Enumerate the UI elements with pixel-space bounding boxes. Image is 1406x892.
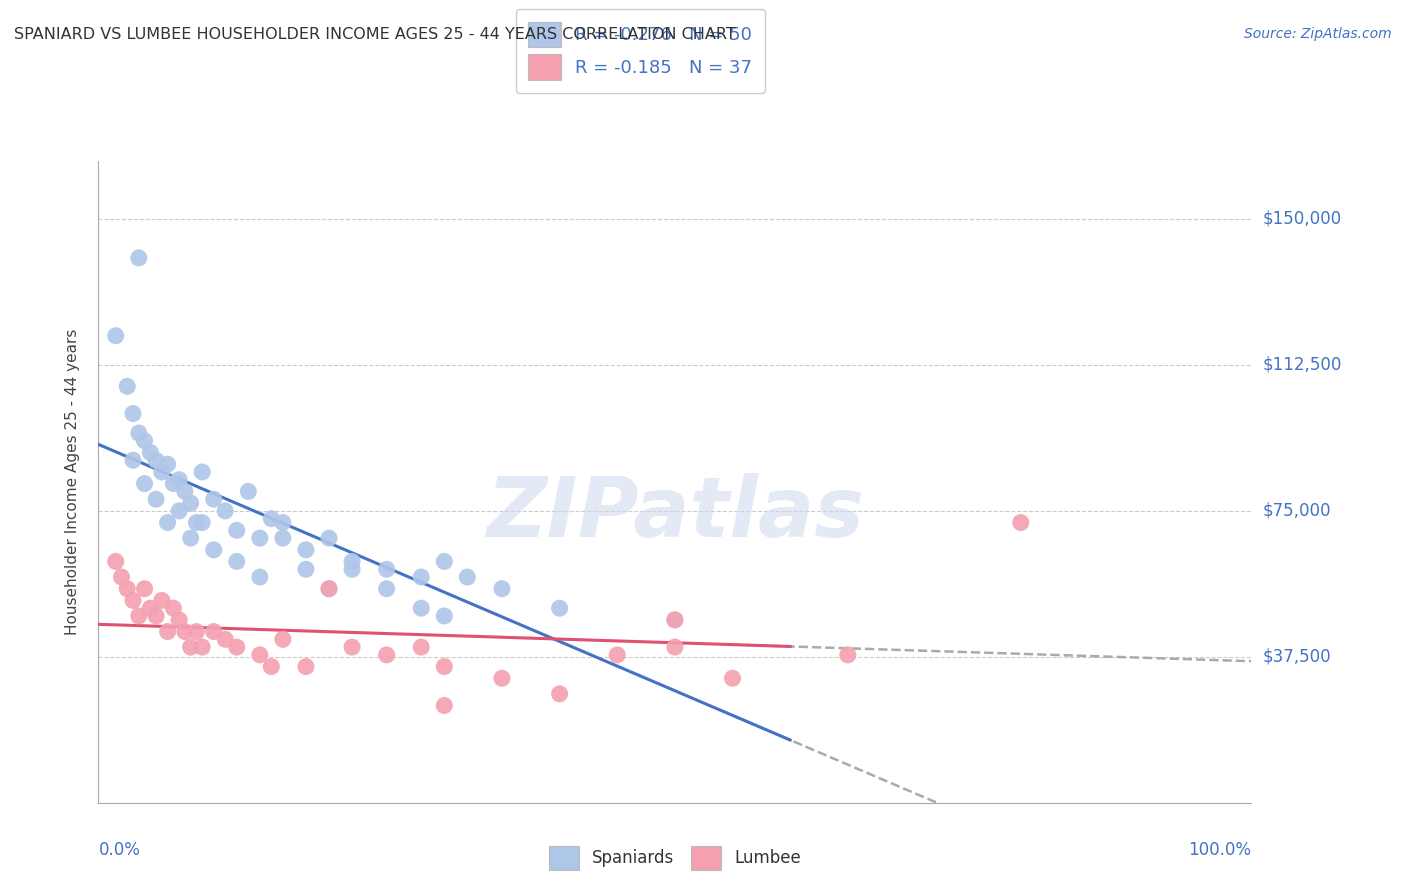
Point	[340, 562, 363, 576]
Point	[214, 504, 236, 518]
Point	[180, 640, 202, 654]
Point	[433, 659, 456, 673]
Point	[249, 531, 271, 545]
Point	[122, 593, 145, 607]
Legend: Spaniards, Lumbee: Spaniards, Lumbee	[540, 838, 810, 878]
Point	[174, 484, 197, 499]
Point	[606, 648, 628, 662]
Point	[664, 613, 686, 627]
Point	[548, 601, 571, 615]
Point	[411, 601, 433, 615]
Point	[225, 554, 247, 568]
Point	[214, 632, 236, 647]
Point	[156, 516, 179, 530]
Text: $112,500: $112,500	[1263, 356, 1341, 374]
Point	[837, 648, 859, 662]
Point	[145, 492, 167, 507]
Point	[456, 570, 478, 584]
Point	[156, 457, 179, 471]
Text: 100.0%: 100.0%	[1188, 841, 1251, 859]
Point	[225, 524, 247, 538]
Point	[318, 582, 340, 596]
Point	[162, 476, 184, 491]
Point	[318, 531, 340, 545]
Point	[156, 624, 179, 639]
Point	[150, 465, 173, 479]
Point	[186, 516, 208, 530]
Point	[122, 407, 145, 421]
Point	[295, 542, 318, 557]
Point	[202, 492, 225, 507]
Point	[134, 476, 156, 491]
Point	[117, 379, 139, 393]
Text: Source: ZipAtlas.com: Source: ZipAtlas.com	[1244, 27, 1392, 41]
Point	[139, 601, 162, 615]
Point	[167, 613, 190, 627]
Point	[664, 640, 686, 654]
Point	[162, 601, 184, 615]
Point	[104, 554, 127, 568]
Point	[340, 554, 363, 568]
Point	[548, 687, 571, 701]
Point	[167, 504, 190, 518]
Point	[225, 640, 247, 654]
Point	[375, 562, 398, 576]
Text: $75,000: $75,000	[1263, 502, 1331, 520]
Point	[491, 671, 513, 685]
Point	[375, 648, 398, 662]
Point	[139, 445, 162, 459]
Text: $150,000: $150,000	[1263, 210, 1341, 228]
Point	[271, 531, 294, 545]
Point	[260, 511, 283, 525]
Point	[295, 659, 318, 673]
Point	[167, 473, 190, 487]
Point	[1010, 516, 1032, 530]
Point	[122, 453, 145, 467]
Text: $37,500: $37,500	[1263, 648, 1331, 665]
Point	[411, 570, 433, 584]
Point	[271, 516, 294, 530]
Point	[191, 516, 214, 530]
Point	[433, 698, 456, 713]
Point	[150, 593, 173, 607]
Text: ZIPatlas: ZIPatlas	[486, 474, 863, 554]
Point	[134, 434, 156, 448]
Point	[117, 582, 139, 596]
Point	[128, 251, 150, 265]
Point	[128, 609, 150, 624]
Point	[110, 570, 132, 584]
Point	[104, 328, 127, 343]
Point	[145, 609, 167, 624]
Point	[191, 465, 214, 479]
Point	[271, 632, 294, 647]
Point	[202, 542, 225, 557]
Point	[721, 671, 744, 685]
Point	[145, 453, 167, 467]
Point	[318, 582, 340, 596]
Point	[295, 562, 318, 576]
Point	[191, 640, 214, 654]
Point	[340, 640, 363, 654]
Text: SPANIARD VS LUMBEE HOUSEHOLDER INCOME AGES 25 - 44 YEARS CORRELATION CHART: SPANIARD VS LUMBEE HOUSEHOLDER INCOME AG…	[14, 27, 735, 42]
Point	[249, 648, 271, 662]
Point	[375, 582, 398, 596]
Point	[180, 531, 202, 545]
Point	[491, 582, 513, 596]
Point	[202, 624, 225, 639]
Point	[433, 609, 456, 624]
Text: 0.0%: 0.0%	[98, 841, 141, 859]
Y-axis label: Householder Income Ages 25 - 44 years: Householder Income Ages 25 - 44 years	[65, 328, 80, 635]
Point	[128, 425, 150, 440]
Point	[174, 624, 197, 639]
Point	[260, 659, 283, 673]
Point	[186, 624, 208, 639]
Point	[433, 554, 456, 568]
Point	[180, 496, 202, 510]
Point	[664, 613, 686, 627]
Point	[238, 484, 260, 499]
Point	[134, 582, 156, 596]
Point	[249, 570, 271, 584]
Point	[411, 640, 433, 654]
